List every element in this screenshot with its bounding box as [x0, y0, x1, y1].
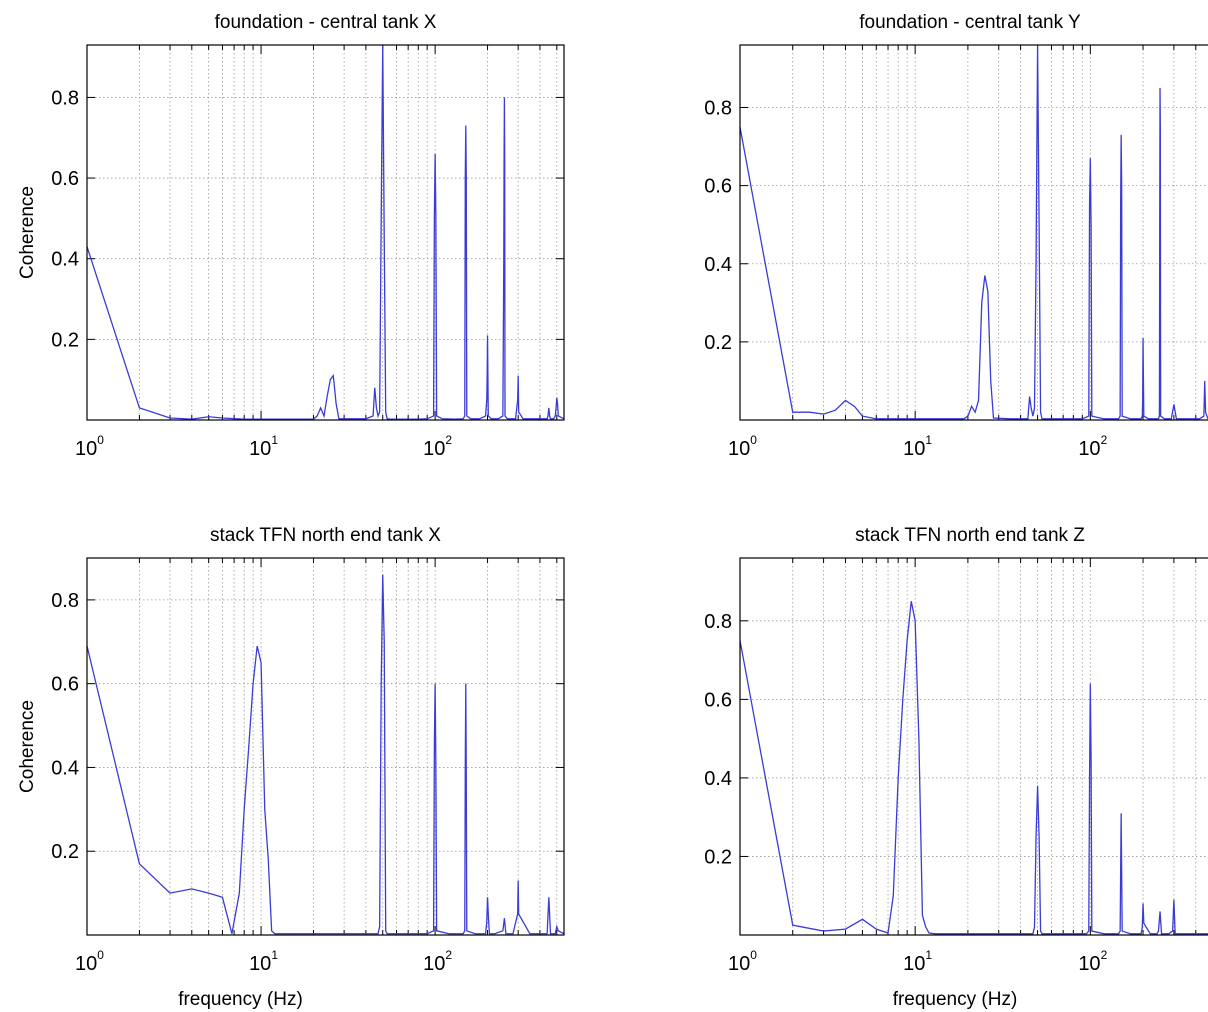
subplot-4: 0.2 0.4 0.6 0.8 100 101 102 stack TFN north end… — [704, 525, 1208, 1010]
y-tick-label: 0.2 — [51, 329, 79, 351]
axes-box — [86, 44, 565, 421]
x-tick-label: 101 — [249, 433, 278, 460]
subplot-3: 0.2 0.4 0.6 0.8 100 101 102 stack TFN north end… — [17, 525, 565, 1010]
x-tick-label: 102 — [1078, 433, 1107, 460]
coherence-line — [87, 574, 564, 935]
subplot-title: stack TFN north end tank X — [210, 525, 441, 546]
y-tick-label: 0.8 — [51, 590, 79, 612]
y-tick-label: 0.6 — [51, 168, 79, 190]
subplot-title: stack TFN north end tank Z — [855, 525, 1085, 546]
x-tick-label: 100 — [728, 948, 757, 975]
y-tick-label: 0.6 — [704, 176, 732, 198]
y-tick-label: 0.4 — [704, 254, 732, 276]
y-tick-label: 0.2 — [51, 841, 79, 863]
y-tick-label: 0.2 — [704, 332, 732, 354]
y-axis-label: Coherence — [17, 186, 38, 279]
coherence-line — [740, 45, 1208, 420]
x-tick-label: 102 — [423, 948, 452, 975]
x-tick-label: 102 — [1078, 948, 1107, 975]
y-tick-label: 0.6 — [51, 674, 79, 696]
axes-box — [739, 557, 1208, 936]
y-tick-label: 0.4 — [704, 768, 732, 790]
y-axis-label: Coherence — [17, 700, 38, 793]
axes-box — [739, 44, 1208, 421]
y-tick-label: 0.6 — [704, 689, 732, 711]
x-tick-label: 100 — [75, 433, 104, 460]
subplot-1: 0.2 0.4 0.6 0.8 100 101 102 foundation - centra… — [17, 12, 565, 460]
y-tick-label: 0.2 — [704, 846, 732, 868]
x-tick-label: 101 — [903, 948, 932, 975]
y-tick-label: 0.4 — [51, 249, 79, 271]
y-tick-label: 0.8 — [704, 611, 732, 633]
coherence-line — [740, 601, 1208, 935]
x-axis-label: frequency (Hz) — [893, 989, 1018, 1010]
axes-box — [86, 557, 565, 936]
y-tick-label: 0.4 — [51, 757, 79, 779]
subplot-title: foundation - central tank X — [215, 12, 437, 33]
x-tick-label: 102 — [423, 433, 452, 460]
x-axis-label: frequency (Hz) — [178, 989, 303, 1010]
coherence-line — [87, 45, 564, 420]
x-tick-label: 101 — [249, 948, 278, 975]
subplot-title: foundation - central tank Y — [859, 12, 1081, 33]
x-tick-label: 100 — [728, 433, 757, 460]
y-tick-label: 0.8 — [51, 87, 79, 109]
x-tick-label: 100 — [75, 948, 104, 975]
y-tick-label: 0.8 — [704, 98, 732, 120]
x-tick-label: 101 — [903, 433, 932, 460]
subplot-2: 0.2 0.4 0.6 0.8 100 101 102 foundation - centra… — [704, 12, 1208, 460]
